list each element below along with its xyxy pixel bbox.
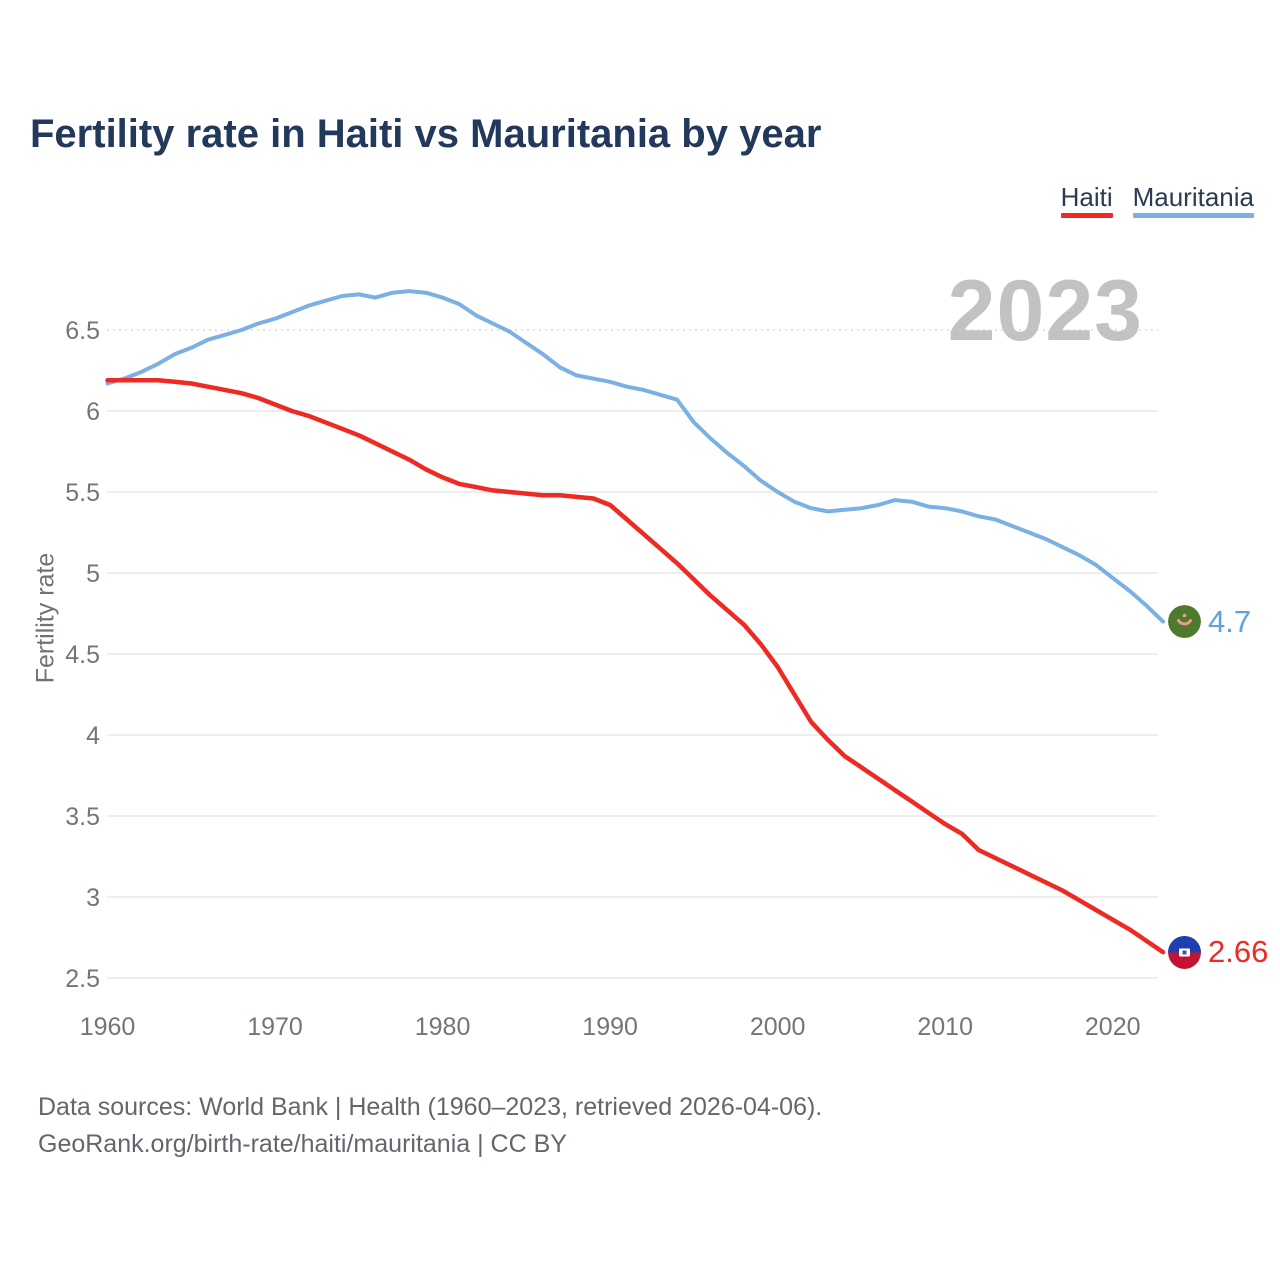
- y-tick-label: 5.5: [65, 479, 100, 507]
- y-tick-label: 6.5: [65, 317, 100, 345]
- x-tick-label: 2020: [1085, 1013, 1141, 1041]
- y-tick-label: 5: [86, 560, 100, 588]
- legend: Haiti Mauritania: [1060, 182, 1254, 218]
- legend-label-mauritania: Mauritania: [1132, 182, 1254, 212]
- x-tick-label: 2010: [917, 1013, 973, 1041]
- footer: Data sources: World Bank | Health (1960–…: [38, 1089, 822, 1163]
- legend-swatch-haiti: [1060, 213, 1113, 218]
- x-tick-label: 2000: [750, 1013, 806, 1041]
- haiti-flag-icon: [1168, 935, 1202, 969]
- haiti-line: [105, 377, 1166, 955]
- x-tick-label: 1980: [415, 1013, 471, 1041]
- x-tick-label: 1970: [247, 1013, 303, 1041]
- legend-label-haiti: Haiti: [1060, 182, 1113, 212]
- mauritania-flag-icon: [1168, 605, 1202, 639]
- legend-swatch-mauritania: [1132, 213, 1254, 218]
- footer-license-line: GeoRank.org/birth-rate/haiti/mauritania …: [38, 1130, 567, 1158]
- mauritania-end-value: 4.7: [1207, 603, 1252, 639]
- page-title: Fertility rate in Haiti vs Mauritania by…: [30, 112, 822, 156]
- haiti-end-value: 2.66: [1207, 934, 1269, 970]
- y-tick-label: 4: [86, 722, 100, 750]
- y-tick-label: 4.5: [65, 641, 100, 669]
- y-axis-title: Fertility rate: [31, 552, 60, 684]
- x-tick-label: 1990: [582, 1013, 638, 1041]
- footer-source-line: Data sources: World Bank | Health (1960–…: [38, 1093, 823, 1121]
- y-tick-label: 3.5: [65, 803, 100, 831]
- year-watermark: 2023: [947, 263, 1143, 359]
- legend-item-haiti[interactable]: Haiti: [1060, 182, 1113, 218]
- y-tick-label: 2.5: [65, 965, 100, 993]
- x-tick-label: 1960: [80, 1013, 136, 1041]
- mauritania-line: [105, 289, 1165, 624]
- legend-item-mauritania[interactable]: Mauritania: [1132, 182, 1254, 218]
- y-tick-label: 6: [86, 398, 100, 426]
- y-tick-label: 3: [86, 884, 100, 912]
